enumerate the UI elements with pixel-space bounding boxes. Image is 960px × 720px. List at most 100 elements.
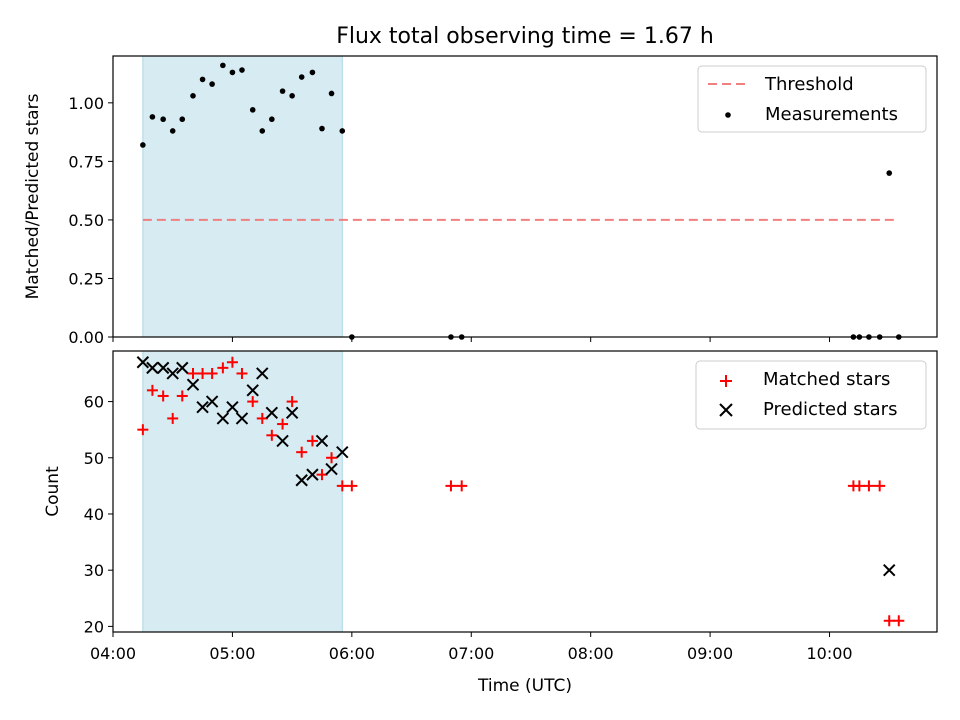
ratio-legend: Threshold Measurements <box>697 65 927 133</box>
predicted-star-point <box>166 367 179 380</box>
predicted-star-point <box>315 434 329 448</box>
predicted-marker-stroke <box>176 361 189 375</box>
matched-star-point <box>346 480 358 492</box>
predicted-star-point <box>265 406 279 420</box>
predicted-star-point <box>285 406 299 420</box>
predicted-marker-stroke <box>136 356 150 369</box>
matched-star-point <box>256 412 268 424</box>
count-legend: Matched stars Predicted stars <box>695 360 927 430</box>
predicted-marker-stroke <box>226 400 239 414</box>
predicted-marker-stroke <box>216 412 230 425</box>
predicted-star-point <box>136 356 150 369</box>
predicted-star-point <box>325 462 338 476</box>
count-highlight-span <box>142 350 343 633</box>
measurement-point <box>160 116 166 123</box>
matched-star-point <box>137 424 149 436</box>
predicted-star-point <box>146 361 159 375</box>
count-x-tick-label: 07:00 <box>448 644 494 663</box>
predicted-star-point <box>336 445 349 459</box>
ratio-panel: 0.00 0.25 0.50 0.75 1.00 Matched/Predicted s… <box>23 55 938 347</box>
count-x-tick-label: 08:00 <box>568 644 614 663</box>
predicted-marker-stroke <box>235 412 249 425</box>
matched-star-point <box>286 396 298 408</box>
count-x-tick-label: 05:00 <box>209 644 255 663</box>
measurement-point <box>886 170 893 176</box>
count-y-tick-label: 20 <box>84 617 104 636</box>
measurement-point <box>339 128 346 134</box>
legend-matched-label: Matched stars <box>763 369 890 390</box>
x-axis-label: Time (UTC) <box>477 676 572 696</box>
count-y-tick-label: 60 <box>84 393 104 412</box>
matched-star-point <box>247 396 259 408</box>
matched-star-point <box>893 615 905 627</box>
count-y-tick-label: 30 <box>84 561 104 580</box>
ratio-y-tick-label: 0.50 <box>68 211 104 230</box>
predicted-marker-stroke <box>285 406 299 420</box>
matched-star-point <box>187 367 199 379</box>
measurement-point <box>309 69 316 76</box>
predicted-star-point <box>246 384 259 397</box>
measurement-point <box>289 93 295 99</box>
count-x-tick-label: 09:00 <box>687 644 733 663</box>
matched-star-point <box>217 362 229 374</box>
measurement-point <box>199 76 206 83</box>
measurement-point <box>319 125 325 132</box>
predicted-marker-stroke <box>156 361 170 375</box>
predicted-marker-stroke <box>166 367 179 380</box>
matched-star-point <box>296 446 308 458</box>
ratio-y-tick-label: 0.25 <box>68 269 104 288</box>
predicted-marker-stroke <box>256 367 269 380</box>
predicted-star-point <box>196 400 209 414</box>
measurement-point <box>220 62 226 69</box>
ratio-legend-box <box>697 65 927 133</box>
measurement-point <box>298 74 305 80</box>
predicted-star-point <box>295 474 308 487</box>
predicted-star-point <box>205 395 219 408</box>
predicted-star-point <box>306 468 319 481</box>
predicted-star-point <box>235 412 249 425</box>
legend-predicted-swatch <box>719 403 733 417</box>
predicted-marker-stroke <box>306 468 319 481</box>
count-y-label: Count <box>43 466 63 517</box>
matched-star-point <box>236 367 248 379</box>
ratio-y-tick-label: 0.75 <box>68 152 104 171</box>
measurement-point <box>149 114 156 120</box>
count-panel: 20 30 40 50 60 04:00 05:00 06:00 07:00 08:00 09:0… <box>43 350 938 696</box>
predicted-star-point <box>883 563 896 577</box>
matched-star-point <box>316 469 328 481</box>
chart-title: Flux total observing time = 1.67 h <box>336 24 714 49</box>
measurement-point <box>209 81 215 87</box>
measurement-point <box>279 88 286 94</box>
count-x-tick-label: 06:00 <box>329 644 375 663</box>
matched-star-point <box>266 429 278 441</box>
matched-star-point <box>146 384 158 396</box>
predicted-star-point <box>276 434 289 448</box>
legend-measurement-swatch <box>725 112 731 118</box>
count-x-axis: 04:00 05:00 06:00 07:00 08:00 09:00 10:00 <box>90 632 853 663</box>
ratio-y-tick-label: 1.00 <box>68 94 104 113</box>
matched-star-point <box>863 480 875 492</box>
ratio-y-tick-label: 0.00 <box>68 328 104 347</box>
measurement-point <box>269 116 275 123</box>
predicted-marker-stroke <box>276 434 289 448</box>
ratio-x-ticks <box>112 337 831 342</box>
matched-star-point <box>853 480 865 492</box>
predicted-star-point <box>176 361 189 375</box>
matched-star-point <box>883 615 895 627</box>
measurement-point <box>328 90 335 97</box>
legend-threshold-label: Threshold <box>764 74 854 95</box>
count-x-tick-label: 10:00 <box>806 644 852 663</box>
matched-star-point <box>206 367 218 379</box>
matched-star-point <box>226 356 238 368</box>
matched-star-point <box>445 480 457 492</box>
count-x-tick-label: 04:00 <box>90 644 136 663</box>
legend-predicted-label: Predicted stars <box>763 399 897 420</box>
predicted-marker-stroke <box>295 474 308 487</box>
predicted-marker-stroke <box>196 400 209 414</box>
predicted-star-point <box>186 378 200 391</box>
count-y-tick-label: 50 <box>84 449 104 468</box>
count-points <box>136 356 905 627</box>
measurement-point <box>229 69 236 76</box>
measurement-point <box>140 142 146 148</box>
legend-matched-swatch <box>720 375 732 387</box>
